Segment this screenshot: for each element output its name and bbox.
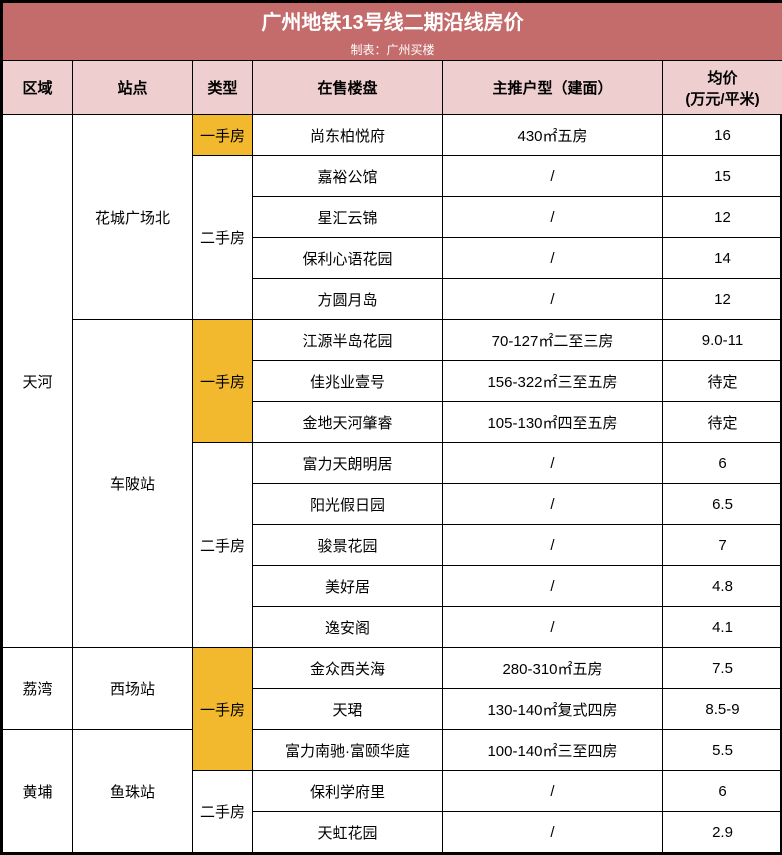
project-cell: 保利心语花园: [253, 238, 443, 279]
col-station: 站点: [73, 61, 193, 115]
price-cell: 12: [663, 197, 782, 238]
price-cell: 8.5-9: [663, 689, 782, 730]
type-cell: 二手房: [193, 443, 253, 648]
station-cell: 车陂站: [73, 320, 193, 648]
unit-cell: /: [443, 197, 663, 238]
unit-cell: /: [443, 156, 663, 197]
project-cell: 金众西关海: [253, 648, 443, 689]
unit-cell: /: [443, 484, 663, 525]
unit-cell: /: [443, 279, 663, 320]
price-cell: 2.9: [663, 812, 782, 853]
price-cell: 6.5: [663, 484, 782, 525]
project-cell: 天珺: [253, 689, 443, 730]
price-cell: 待定: [663, 402, 782, 443]
type-cell: 一手房: [193, 320, 253, 443]
unit-cell: 430㎡五房: [443, 115, 663, 156]
station-cell: 花城广场北: [73, 115, 193, 320]
price-cell: 待定: [663, 361, 782, 402]
type-cell: 一手房: [193, 648, 253, 771]
table-title: 广州地铁13号线二期沿线房价: [3, 3, 782, 39]
unit-cell: /: [443, 525, 663, 566]
col-project: 在售楼盘: [253, 61, 443, 115]
project-cell: 星汇云锦: [253, 197, 443, 238]
price-cell: 15: [663, 156, 782, 197]
station-cell: 鱼珠站: [73, 730, 193, 853]
price-cell: 6: [663, 771, 782, 812]
unit-cell: 105-130㎡四至五房: [443, 402, 663, 443]
project-cell: 美好居: [253, 566, 443, 607]
project-cell: 方圆月岛: [253, 279, 443, 320]
unit-cell: /: [443, 238, 663, 279]
region-cell: 荔湾: [3, 648, 73, 730]
unit-cell: /: [443, 607, 663, 648]
price-cell: 12: [663, 279, 782, 320]
price-cell: 7.5: [663, 648, 782, 689]
type-cell: 二手房: [193, 156, 253, 320]
unit-cell: /: [443, 566, 663, 607]
unit-cell: 70-127㎡二至三房: [443, 320, 663, 361]
price-cell: 5.5: [663, 730, 782, 771]
price-cell: 6: [663, 443, 782, 484]
unit-cell: 156-322㎡三至五房: [443, 361, 663, 402]
region-cell: 天河: [3, 115, 73, 648]
type-cell: 二手房: [193, 771, 253, 853]
table-subtitle: 制表：广州买楼: [3, 39, 782, 61]
price-table: 广州地铁13号线二期沿线房价制表：广州买楼区域站点类型在售楼盘主推户型（建面）均…: [2, 2, 782, 853]
unit-cell: /: [443, 771, 663, 812]
unit-cell: /: [443, 443, 663, 484]
station-cell: 西场站: [73, 648, 193, 730]
project-cell: 保利学府里: [253, 771, 443, 812]
project-cell: 骏景花园: [253, 525, 443, 566]
price-cell: 16: [663, 115, 782, 156]
project-cell: 尚东柏悦府: [253, 115, 443, 156]
project-cell: 逸安阁: [253, 607, 443, 648]
unit-cell: 280-310㎡五房: [443, 648, 663, 689]
project-cell: 天虹花园: [253, 812, 443, 853]
price-cell: 4.8: [663, 566, 782, 607]
col-price: 均价(万元/平米): [663, 61, 782, 115]
project-cell: 阳光假日园: [253, 484, 443, 525]
unit-cell: 100-140㎡三至四房: [443, 730, 663, 771]
price-cell: 14: [663, 238, 782, 279]
region-cell: 黄埔: [3, 730, 73, 853]
table-container: 广州地铁13号线二期沿线房价制表：广州买楼区域站点类型在售楼盘主推户型（建面）均…: [0, 0, 782, 855]
price-cell: 4.1: [663, 607, 782, 648]
col-unit: 主推户型（建面）: [443, 61, 663, 115]
col-type: 类型: [193, 61, 253, 115]
project-cell: 金地天河肇睿: [253, 402, 443, 443]
project-cell: 嘉裕公馆: [253, 156, 443, 197]
col-region: 区域: [3, 61, 73, 115]
price-cell: 9.0-11: [663, 320, 782, 361]
unit-cell: /: [443, 812, 663, 853]
project-cell: 佳兆业壹号: [253, 361, 443, 402]
project-cell: 富力天朗明居: [253, 443, 443, 484]
type-cell: 一手房: [193, 115, 253, 156]
price-cell: 7: [663, 525, 782, 566]
project-cell: 富力南驰·富颐华庭: [253, 730, 443, 771]
unit-cell: 130-140㎡复式四房: [443, 689, 663, 730]
project-cell: 江源半岛花园: [253, 320, 443, 361]
